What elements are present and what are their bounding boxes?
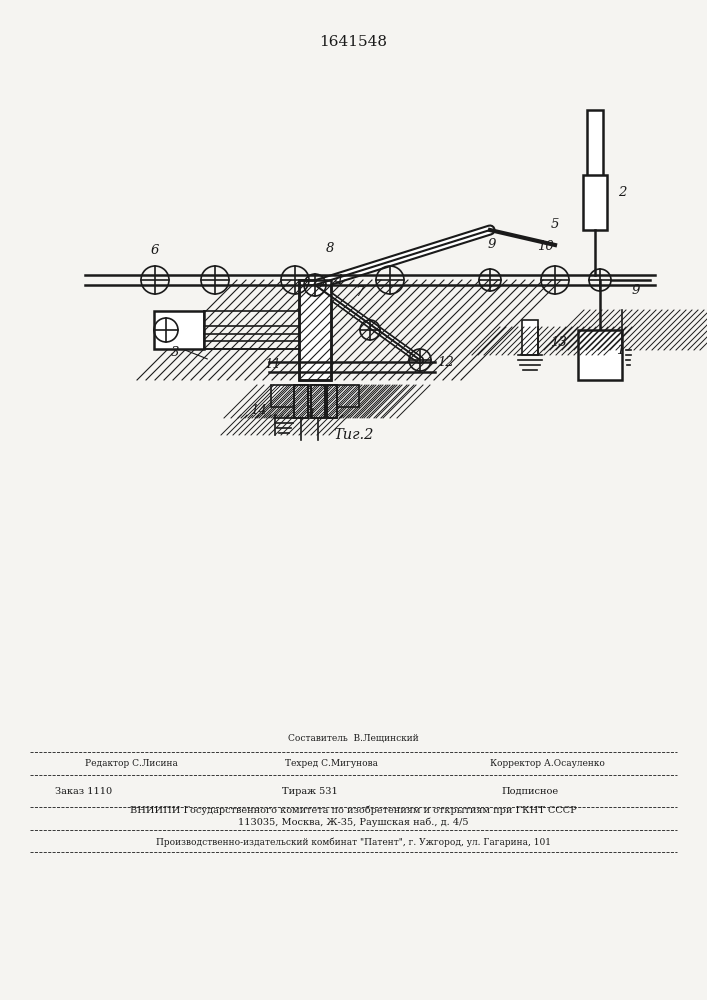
Text: 13: 13: [549, 336, 566, 349]
Text: Τиг.2: Τиг.2: [333, 428, 373, 442]
Text: 14: 14: [250, 403, 267, 416]
Text: 8: 8: [326, 241, 334, 254]
Text: 2: 2: [618, 186, 626, 198]
Text: 6: 6: [151, 243, 159, 256]
Bar: [154, 311, 204, 349]
Bar: [311, 385, 325, 418]
Text: Корректор А.Осауленко: Корректор А.Осауленко: [490, 758, 605, 768]
Bar: [299, 280, 331, 380]
Bar: [583, 175, 607, 230]
Text: 9: 9: [488, 238, 496, 251]
Text: 7: 7: [356, 286, 364, 298]
Text: 11: 11: [264, 359, 281, 371]
Bar: [299, 280, 331, 380]
Bar: [327, 385, 337, 418]
Text: 113035, Москва, Ж-35, Раушская наб., д. 4/5: 113035, Москва, Ж-35, Раушская наб., д. …: [238, 817, 468, 827]
Text: 12: 12: [437, 356, 453, 368]
Text: Техред С.Мигунова: Техред С.Мигунова: [285, 758, 378, 768]
Text: Производственно-издательский комбинат "Патент", г. Ужгород, ул. Гагарина, 101: Производственно-издательский комбинат "П…: [156, 837, 551, 847]
Text: Подписное: Подписное: [501, 786, 559, 796]
Text: ВНИИПИ Государственного комитета по изобретениям и открытиям при ГКНТ СССР: ВНИИПИ Государственного комитета по изоб…: [129, 805, 576, 815]
Text: 1: 1: [616, 344, 624, 357]
Text: 4: 4: [306, 408, 314, 422]
Text: Редактор С.Лисина: Редактор С.Лисина: [85, 758, 178, 768]
Text: Тираж 531: Тираж 531: [282, 786, 338, 796]
Bar: [522, 320, 538, 355]
Text: 3: 3: [171, 346, 179, 359]
Bar: [327, 385, 337, 418]
Text: Заказ 1110: Заказ 1110: [55, 786, 112, 796]
Text: 4: 4: [334, 273, 342, 286]
Text: 1641548: 1641548: [319, 35, 387, 49]
Text: Составитель  В.Лещинский: Составитель В.Лещинский: [288, 734, 419, 742]
Bar: [578, 330, 622, 380]
Text: 5: 5: [551, 219, 559, 232]
Bar: [294, 385, 308, 418]
Text: 10: 10: [537, 240, 554, 253]
Bar: [311, 385, 325, 418]
Text: 9: 9: [632, 284, 640, 296]
Bar: [271, 385, 359, 407]
Bar: [587, 110, 603, 180]
Bar: [294, 385, 308, 418]
